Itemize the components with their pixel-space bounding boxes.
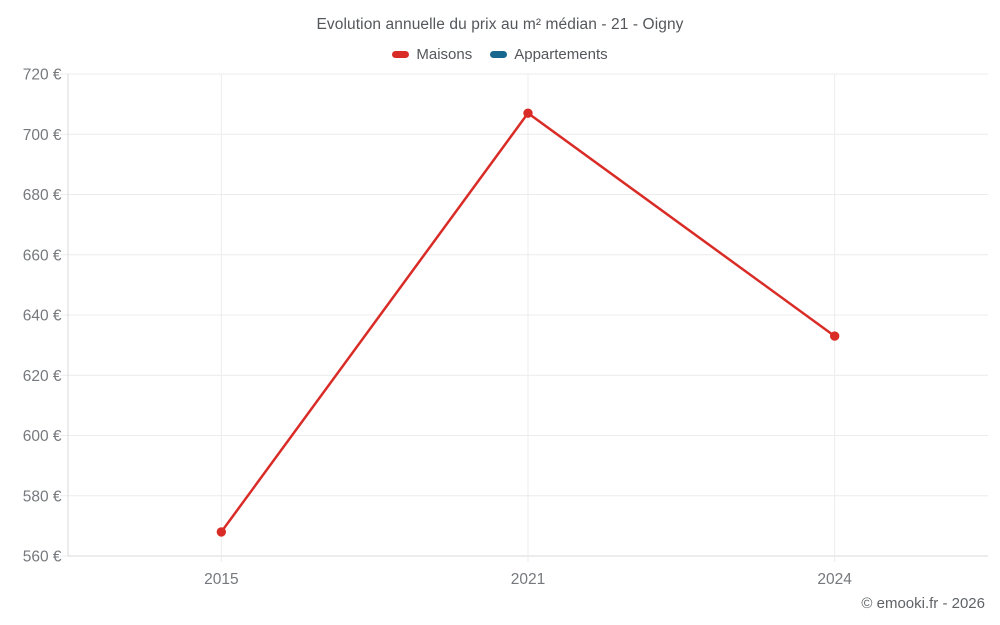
chart-legend: Maisons Appartements (0, 46, 1000, 63)
legend-label: Maisons (416, 46, 473, 63)
legend-label: Appartements (514, 46, 608, 63)
legend-item-maisons: Maisons (392, 46, 472, 63)
y-axis-tick-label: 560 € (23, 549, 62, 566)
y-axis-tick-label: 600 € (23, 428, 62, 445)
y-axis-tick-label: 680 € (23, 187, 62, 204)
data-point-maisons-2015 (216, 527, 227, 537)
y-axis-tick-label: 660 € (23, 247, 62, 264)
legend-swatch-appartements (490, 51, 508, 58)
y-axis-tick-label: 580 € (23, 488, 62, 505)
data-point-maisons-2024 (829, 331, 840, 341)
legend-item-appartements: Appartements (490, 46, 608, 63)
x-axis-tick-label: 2021 (511, 571, 545, 588)
y-axis-tick-label: 720 € (23, 67, 62, 84)
y-axis-tick-label: 700 € (23, 127, 62, 144)
y-axis-tick-label: 640 € (23, 308, 62, 325)
x-axis-tick-label: 2024 (817, 571, 852, 588)
copyright-text: © emooki.fr - 2026 (861, 595, 985, 612)
legend-swatch-maisons (392, 51, 410, 58)
data-point-maisons-2021 (523, 108, 533, 118)
x-axis-tick-label: 2015 (204, 571, 238, 588)
chart-title: Evolution annuelle du prix au m² médian … (316, 16, 684, 33)
y-axis-tick-label: 620 € (23, 368, 62, 385)
